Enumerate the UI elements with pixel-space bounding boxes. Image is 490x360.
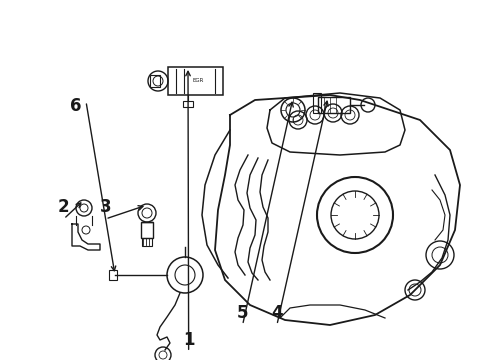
Bar <box>150 75 160 87</box>
Bar <box>142 238 152 246</box>
Text: 3: 3 <box>99 198 111 216</box>
Text: 2: 2 <box>58 198 70 216</box>
Text: EGR: EGR <box>192 78 204 84</box>
Text: 1: 1 <box>183 331 195 349</box>
Bar <box>109 270 117 280</box>
Bar <box>141 222 153 238</box>
Bar <box>318 97 350 113</box>
Text: 4: 4 <box>271 304 283 322</box>
Bar <box>313 93 321 113</box>
Text: 6: 6 <box>70 97 82 115</box>
Bar <box>168 67 223 95</box>
Text: 5: 5 <box>237 304 248 322</box>
Bar <box>183 101 193 107</box>
